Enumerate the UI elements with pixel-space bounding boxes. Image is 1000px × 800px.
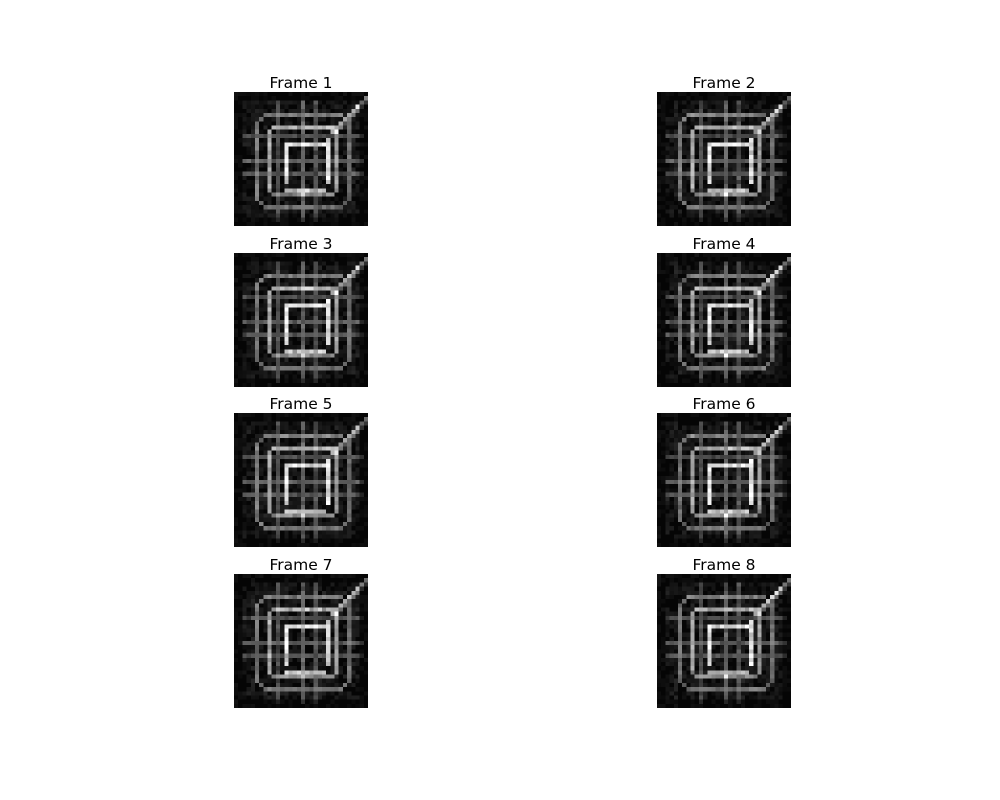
subplot-title: Frame 3 xyxy=(269,235,333,253)
frame-image xyxy=(657,413,791,547)
frame-image xyxy=(234,574,368,708)
subplot-title: Frame 5 xyxy=(269,395,333,413)
frame-image xyxy=(234,413,368,547)
subplot-title: Frame 2 xyxy=(692,74,756,92)
frame-image xyxy=(234,253,368,387)
subplot-title: Frame 8 xyxy=(692,556,756,574)
subplot-title: Frame 4 xyxy=(692,235,756,253)
frame-image xyxy=(234,92,368,226)
subplot-title: Frame 1 xyxy=(269,74,333,92)
subplot-title: Frame 6 xyxy=(692,395,756,413)
subplot-title: Frame 7 xyxy=(269,556,333,574)
frame-image xyxy=(657,253,791,387)
frame-image xyxy=(657,574,791,708)
frame-image xyxy=(657,92,791,226)
